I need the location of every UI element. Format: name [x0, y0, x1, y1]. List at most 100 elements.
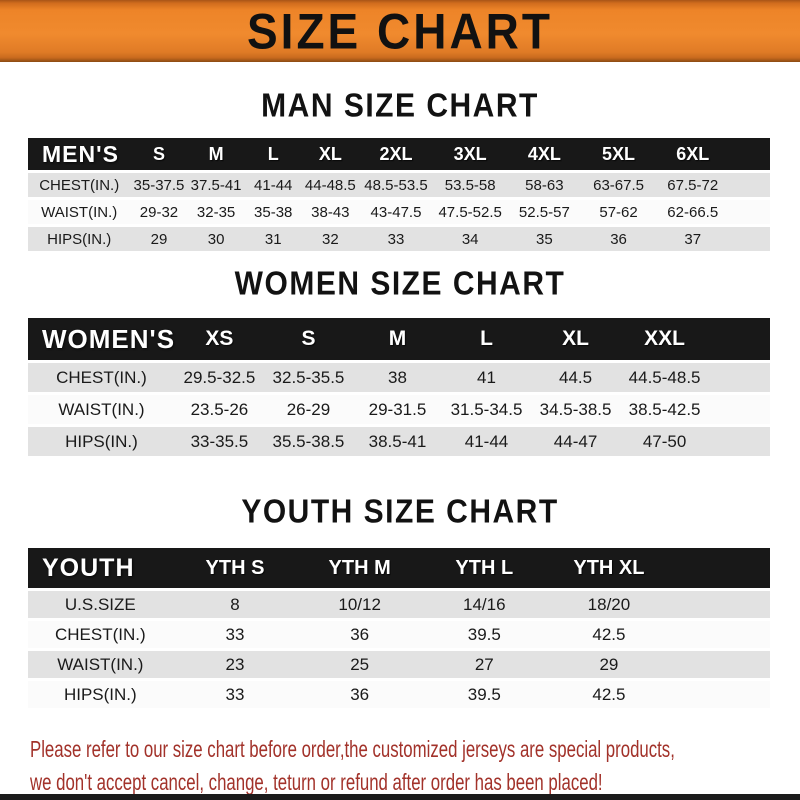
size-value: 37	[655, 227, 730, 251]
size-value: 43-47.5	[358, 200, 434, 224]
size-value: 47-50	[620, 427, 710, 456]
row-label: U.S.SIZE	[28, 591, 173, 618]
men-hips-row: HIPS(IN.) 29 30 31 32 33 34 35 36 37	[28, 227, 770, 251]
size-value: 38.5-42.5	[620, 395, 710, 424]
women-size-header: L	[442, 318, 532, 360]
size-value: 34	[433, 227, 508, 251]
size-value: 35-37.5	[130, 173, 188, 197]
size-value: 32-35	[187, 200, 245, 224]
youth-table-label: YOUTH	[28, 548, 173, 588]
banner: SIZE CHART	[0, 0, 800, 62]
men-size-header: L	[244, 138, 302, 170]
header-spacer	[729, 138, 770, 170]
row-label: HIPS(IN.)	[28, 427, 175, 456]
youth-size-table: YOUTH YTH S YTH M YTH L YTH XL U.S.SIZE …	[28, 545, 770, 711]
row-spacer	[671, 681, 770, 708]
row-spacer	[709, 395, 770, 424]
women-table-label: WOMEN'S	[28, 318, 175, 360]
size-value: 67.5-72	[655, 173, 730, 197]
note-line-2: we don't accept cancel, change, teturn o…	[30, 769, 603, 795]
size-value: 14/16	[421, 591, 547, 618]
row-spacer	[729, 227, 770, 251]
size-value: 41-44	[244, 173, 302, 197]
size-value: 26-29	[263, 395, 353, 424]
women-chest-row: CHEST(IN.) 29.5-32.5 32.5-35.5 38 41 44.…	[28, 363, 770, 392]
row-label: CHEST(IN.)	[28, 363, 175, 392]
size-value: 44.5-48.5	[620, 363, 710, 392]
size-value: 29.5-32.5	[174, 363, 264, 392]
size-value: 36	[297, 681, 422, 708]
size-value: 39.5	[421, 681, 547, 708]
row-spacer	[671, 621, 770, 648]
row-label: WAIST(IN.)	[28, 200, 131, 224]
youth-table-header-row: YOUTH YTH S YTH M YTH L YTH XL	[28, 548, 770, 588]
men-size-header: 2XL	[358, 138, 434, 170]
size-value: 33	[172, 681, 298, 708]
size-value: 32.5-35.5	[263, 363, 353, 392]
size-value: 27	[421, 651, 547, 678]
size-value: 29-32	[130, 200, 188, 224]
header-spacer	[671, 548, 770, 588]
men-size-header: M	[187, 138, 245, 170]
size-value: 32	[301, 227, 359, 251]
row-spacer	[729, 173, 770, 197]
youth-waist-row: WAIST(IN.) 23 25 27 29	[28, 651, 770, 678]
row-spacer	[709, 427, 770, 456]
size-value: 37.5-41	[187, 173, 245, 197]
row-spacer	[729, 200, 770, 224]
row-label: CHEST(IN.)	[28, 621, 173, 648]
order-policy-note: Please refer to our size chart before or…	[30, 733, 800, 799]
size-value: 18/20	[546, 591, 672, 618]
size-value: 42.5	[546, 621, 672, 648]
youth-size-header: YTH L	[421, 548, 547, 588]
men-table-header-row: MEN'S S M L XL 2XL 3XL 4XL 5XL 6XL	[28, 138, 770, 170]
women-waist-row: WAIST(IN.) 23.5-26 26-29 29-31.5 31.5-34…	[28, 395, 770, 424]
size-value: 30	[187, 227, 245, 251]
size-value: 44-47	[531, 427, 621, 456]
men-table-label: MEN'S	[28, 138, 131, 170]
youth-hips-row: HIPS(IN.) 33 36 39.5 42.5	[28, 681, 770, 708]
row-spacer	[709, 363, 770, 392]
size-value: 38.5-41	[352, 427, 442, 456]
size-value: 23	[172, 651, 298, 678]
row-spacer	[671, 591, 770, 618]
women-size-header: M	[352, 318, 442, 360]
size-value: 42.5	[546, 681, 672, 708]
women-table-header-row: WOMEN'S XS S M L XL XXL	[28, 318, 770, 360]
size-value: 33	[172, 621, 298, 648]
size-value: 57-62	[581, 200, 656, 224]
size-value: 47.5-52.5	[433, 200, 508, 224]
row-label: HIPS(IN.)	[28, 227, 131, 251]
size-value: 44-48.5	[301, 173, 359, 197]
youth-ussize-row: U.S.SIZE 8 10/12 14/16 18/20	[28, 591, 770, 618]
size-value: 31	[244, 227, 302, 251]
note-line-1: Please refer to our size chart before or…	[30, 736, 675, 762]
size-value: 58-63	[507, 173, 582, 197]
youth-size-header: YTH M	[297, 548, 422, 588]
size-value: 41	[442, 363, 532, 392]
women-hips-row: HIPS(IN.) 33-35.5 35.5-38.5 38.5-41 41-4…	[28, 427, 770, 456]
women-size-header: XL	[531, 318, 621, 360]
youth-size-header: YTH XL	[546, 548, 672, 588]
men-size-table: MEN'S S M L XL 2XL 3XL 4XL 5XL 6XL CHEST…	[28, 135, 770, 254]
men-waist-row: WAIST(IN.) 29-32 32-35 35-38 38-43 43-47…	[28, 200, 770, 224]
size-value: 35-38	[244, 200, 302, 224]
size-value: 62-66.5	[655, 200, 730, 224]
size-value: 29	[130, 227, 188, 251]
row-label: WAIST(IN.)	[28, 651, 173, 678]
women-size-header: XS	[174, 318, 264, 360]
men-size-header: S	[130, 138, 188, 170]
size-value: 41-44	[442, 427, 532, 456]
youth-size-header: YTH S	[172, 548, 298, 588]
size-value: 31.5-34.5	[442, 395, 532, 424]
header-spacer	[709, 318, 770, 360]
size-value: 39.5	[421, 621, 547, 648]
men-chest-row: CHEST(IN.) 35-37.5 37.5-41 41-44 44-48.5…	[28, 173, 770, 197]
size-value: 10/12	[297, 591, 422, 618]
size-value: 44.5	[531, 363, 621, 392]
size-value: 35.5-38.5	[263, 427, 353, 456]
youth-chest-row: CHEST(IN.) 33 36 39.5 42.5	[28, 621, 770, 648]
size-value: 63-67.5	[581, 173, 656, 197]
size-value: 38-43	[301, 200, 359, 224]
